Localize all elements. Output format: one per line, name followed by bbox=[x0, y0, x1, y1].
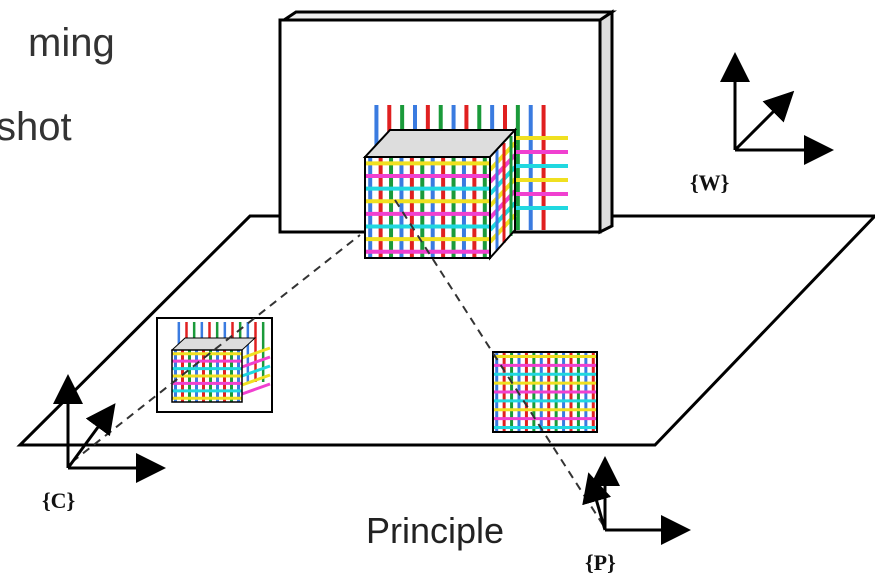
rays bbox=[71, 199, 606, 529]
stripe bbox=[171, 349, 243, 403]
stripe bbox=[492, 351, 598, 433]
stripe bbox=[241, 373, 271, 387]
stripe bbox=[241, 355, 271, 369]
projector-image bbox=[492, 351, 598, 433]
wall-side bbox=[598, 9, 614, 235]
title-fragment: shot bbox=[0, 105, 72, 149]
cube bbox=[364, 127, 517, 261]
stripe bbox=[489, 127, 516, 261]
stripe bbox=[170, 337, 257, 351]
caption: Principle bbox=[366, 510, 504, 551]
frame-label: {W} bbox=[690, 170, 729, 195]
stripe bbox=[241, 346, 271, 360]
stripe bbox=[241, 382, 271, 396]
frame-label: {P} bbox=[585, 550, 616, 575]
axes bbox=[53, 52, 834, 545]
title-fragment: ming bbox=[28, 21, 115, 65]
frame-label: {C} bbox=[42, 488, 75, 513]
stripe bbox=[241, 364, 271, 378]
stripe bbox=[365, 157, 490, 258]
camera-image-content bbox=[170, 322, 271, 403]
